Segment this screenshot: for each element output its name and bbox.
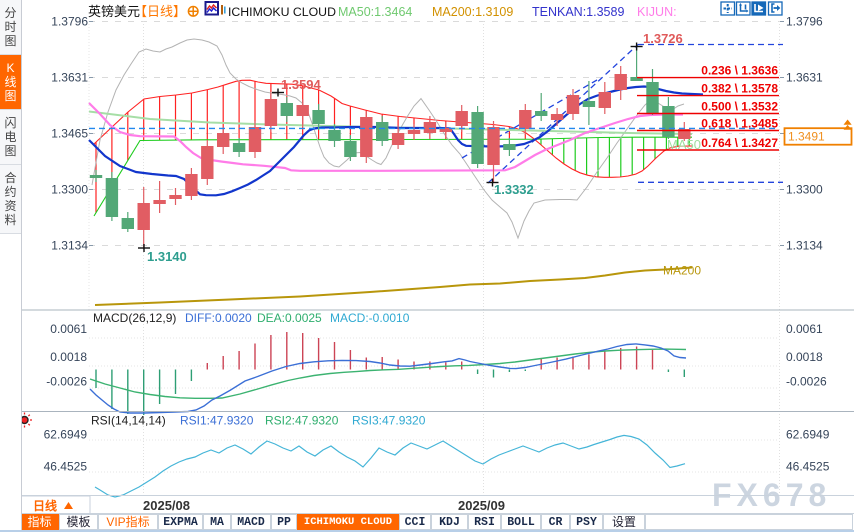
svg-text:46.4525: 46.4525	[786, 460, 830, 474]
svg-text:62.6949: 62.6949	[786, 428, 830, 442]
svg-text:62.6949: 62.6949	[44, 428, 88, 442]
svg-text:1.3134: 1.3134	[786, 239, 823, 253]
svg-text:MACD(26,12,9): MACD(26,12,9)	[93, 311, 176, 325]
svg-text:1.3594: 1.3594	[281, 77, 322, 92]
svg-text:英镑美元: 英镑美元	[88, 4, 140, 19]
svg-text:KIJUN:: KIJUN:	[637, 5, 677, 19]
svg-text:2025/09: 2025/09	[458, 498, 505, 513]
svg-text:1.3300: 1.3300	[51, 183, 88, 197]
svg-text:DIFF:0.0020: DIFF:0.0020	[185, 311, 252, 325]
svg-text:【日线】: 【日线】	[134, 4, 186, 19]
svg-text:1.3631: 1.3631	[786, 71, 823, 85]
svg-text:MA50: MA50	[667, 137, 701, 152]
svg-text:0.0061: 0.0061	[786, 322, 823, 336]
svg-text:1.3300: 1.3300	[786, 183, 823, 197]
svg-text:0.0018: 0.0018	[50, 350, 87, 364]
svg-text:1.3140: 1.3140	[147, 249, 187, 264]
svg-text:TENKAN:1.3589: TENKAN:1.3589	[532, 5, 624, 19]
svg-text:DEA:0.0025: DEA:0.0025	[257, 311, 322, 325]
svg-text:RSI(14,14,14): RSI(14,14,14)	[91, 414, 166, 428]
svg-text:-0.0026: -0.0026	[46, 375, 87, 389]
svg-text:MA200: MA200	[663, 264, 701, 278]
svg-text:1.3631: 1.3631	[51, 71, 88, 85]
svg-text:1.3726: 1.3726	[643, 31, 683, 46]
svg-text:1.3332: 1.3332	[494, 182, 534, 197]
svg-text:RSI2:47.9320: RSI2:47.9320	[265, 414, 339, 428]
svg-text:1.3134: 1.3134	[51, 239, 88, 253]
svg-text:日线: 日线	[33, 498, 57, 513]
svg-text:0.764 \ 1.3427: 0.764 \ 1.3427	[701, 136, 778, 150]
svg-text:2025/08: 2025/08	[143, 498, 190, 513]
svg-text:46.4525: 46.4525	[44, 460, 88, 474]
svg-text:0.0018: 0.0018	[786, 350, 823, 364]
svg-text:0.618 \ 1.3485: 0.618 \ 1.3485	[701, 117, 778, 131]
svg-text:MA200:1.3109: MA200:1.3109	[432, 5, 513, 19]
svg-text:1.3491: 1.3491	[788, 130, 825, 144]
svg-text:1.3465: 1.3465	[51, 127, 88, 141]
svg-text:1.3796: 1.3796	[51, 15, 88, 29]
svg-text:0.236 \ 1.3636: 0.236 \ 1.3636	[701, 64, 778, 78]
svg-text:ICHIMOKU CLOUD: ICHIMOKU CLOUD	[228, 5, 336, 19]
svg-text:MACD:-0.0010: MACD:-0.0010	[330, 311, 410, 325]
svg-text:RSI3:47.9320: RSI3:47.9320	[352, 414, 426, 428]
svg-text:1.3796: 1.3796	[786, 15, 823, 29]
svg-text:RSI1:47.9320: RSI1:47.9320	[180, 414, 254, 428]
svg-text:0.382 \ 1.3578: 0.382 \ 1.3578	[701, 82, 778, 96]
svg-text:0.500 \ 1.3532: 0.500 \ 1.3532	[701, 100, 778, 114]
svg-text:0.0061: 0.0061	[50, 322, 87, 336]
svg-text:MA50:1.3464: MA50:1.3464	[338, 5, 412, 19]
svg-text:-0.0026: -0.0026	[786, 375, 827, 389]
